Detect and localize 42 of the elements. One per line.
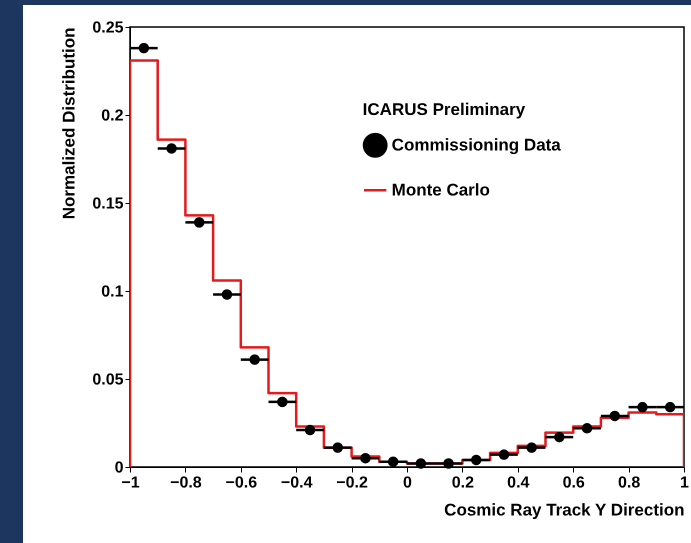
legend-title: ICARUS Preliminary (362, 100, 526, 119)
x-tick-label: −0.8 (170, 474, 202, 492)
y-axis-title: Normalized Distribution (59, 28, 78, 220)
point (664, 402, 676, 412)
x-tick-label: 0 (403, 474, 412, 492)
point (498, 449, 510, 460)
y-tick-label: 0.05 (92, 372, 124, 388)
y-tick-label: 0.25 (92, 20, 124, 36)
y-tick-label: 0 (114, 460, 124, 476)
x-tick-label: −0.2 (336, 474, 368, 492)
point (526, 442, 537, 453)
point (138, 42, 150, 54)
x-tick-label: 1 (680, 474, 690, 492)
point (166, 143, 177, 154)
legend-label: Monte Carlo (392, 180, 490, 200)
point (222, 289, 232, 300)
point (388, 456, 398, 467)
x-tick-label: −1 (121, 474, 140, 492)
x-tick-label: −0.4 (280, 474, 313, 492)
legend-label: Commissioning Data (392, 135, 562, 154)
point (277, 396, 288, 408)
point (194, 217, 204, 228)
point (332, 442, 343, 453)
x-tick-label: −0.6 (226, 474, 258, 492)
y-tick-label: 0.1 (101, 284, 124, 300)
point (304, 424, 316, 436)
point (610, 410, 620, 422)
x-tick-label: 0.6 (562, 474, 585, 492)
point (360, 452, 371, 464)
point (443, 458, 454, 469)
point (416, 458, 426, 469)
x-tick-label: 0.2 (452, 474, 474, 492)
point (471, 454, 482, 466)
x-axis-title: Cosmic Ray Track Y Direction (444, 500, 684, 520)
point (554, 432, 565, 442)
point (582, 423, 592, 434)
point (637, 402, 648, 412)
y-tick-label: 0.2 (101, 108, 124, 124)
x-tick-label: 0.4 (507, 474, 530, 492)
y-tick-label: 0.15 (92, 196, 124, 212)
point (249, 354, 260, 365)
x-tick-label: 0.8 (618, 474, 640, 492)
